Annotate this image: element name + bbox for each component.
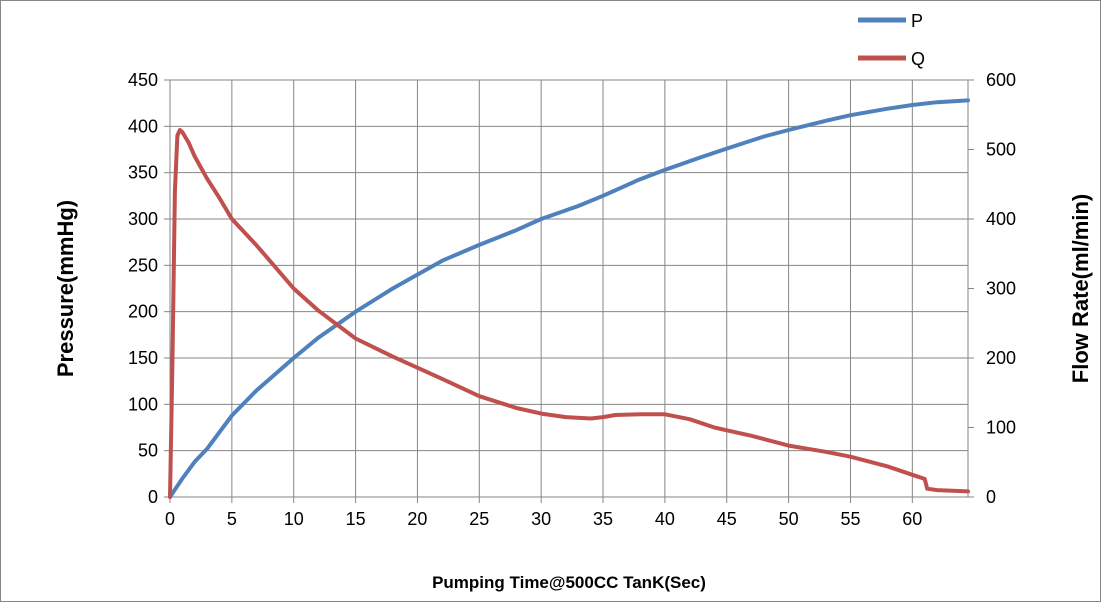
x-axis-title: Pumping Time@500CC TanK(Sec)	[432, 573, 706, 592]
x-tick-label-5: 5	[227, 509, 237, 529]
tick-labels: 0 5 10 15 20 25 30 35 40 45 50 55 600501001502002503…	[128, 70, 1016, 529]
y-left-tick-label-350: 350	[128, 163, 158, 183]
y-right-tick-label-200: 200	[986, 348, 1016, 368]
legend: P Q	[858, 11, 925, 69]
y-left-tick-label-300: 300	[128, 209, 158, 229]
series-line-p	[168, 98, 970, 499]
y-left-tick-label-150: 150	[128, 348, 158, 368]
plot-area	[169, 79, 969, 498]
y-right-tick-label-500: 500	[986, 140, 1016, 160]
x-tick-label-25: 25	[469, 509, 489, 529]
y-left-tick-label-450: 450	[128, 70, 158, 90]
y-right-tick-label-300: 300	[986, 279, 1016, 299]
y-axis-right-title: Flow Rate(ml/min)	[1068, 194, 1093, 383]
y-left-tick-label-250: 250	[128, 255, 158, 275]
series-layer	[168, 98, 970, 499]
x-tick-label-45: 45	[717, 509, 737, 529]
legend-label-p: P	[911, 11, 923, 31]
y-right-tick-label-100: 100	[986, 418, 1016, 438]
series-line-q	[168, 128, 970, 499]
y-left-tick-label-50: 50	[138, 441, 158, 461]
y-left-tick-label-400: 400	[128, 116, 158, 136]
y-right-tick-label-400: 400	[986, 209, 1016, 229]
y-left-tick-label-0: 0	[148, 487, 158, 507]
x-tick-label-50: 50	[779, 509, 799, 529]
x-tick-label-0: 0	[165, 509, 175, 529]
y-axis-left-title: Pressure(mmHg)	[53, 200, 78, 377]
y-left-tick-label-200: 200	[128, 302, 158, 322]
y-right-tick-label-0: 0	[986, 487, 996, 507]
x-tick-label-20: 20	[407, 509, 427, 529]
x-tick-label-60: 60	[902, 509, 922, 529]
legend-label-q: Q	[911, 49, 925, 69]
x-tick-label-35: 35	[593, 509, 613, 529]
y-left-tick-label-100: 100	[128, 394, 158, 414]
x-tick-label-40: 40	[655, 509, 675, 529]
x-tick-label-15: 15	[346, 509, 366, 529]
x-tick-label-55: 55	[840, 509, 860, 529]
x-tick-label-30: 30	[531, 509, 551, 529]
y-right-tick-label-600: 600	[986, 70, 1016, 90]
x-tick-label-10: 10	[284, 509, 304, 529]
